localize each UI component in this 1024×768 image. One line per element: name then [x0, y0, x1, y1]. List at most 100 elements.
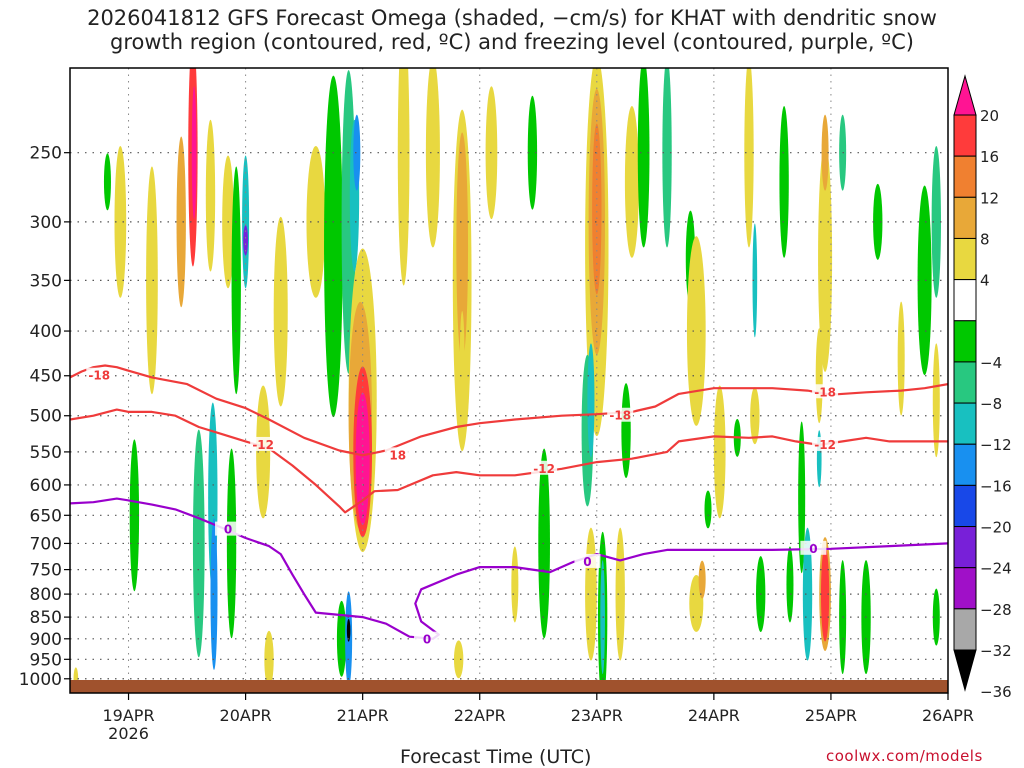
ground-band — [70, 680, 948, 693]
y-tick-label-750: 750 — [30, 561, 62, 581]
omega-shading — [73, 68, 941, 690]
omega-cell-62 — [744, 68, 754, 248]
colorbar-bin-3 — [953, 196, 977, 239]
omega-cell-39 — [511, 546, 519, 623]
y-tick-label-800: 800 — [30, 585, 62, 605]
omega-cell-3 — [129, 439, 140, 592]
omega-cell-75 — [821, 114, 829, 191]
omega-cell-44 — [592, 123, 602, 295]
colorbar-bin-5 — [953, 279, 977, 322]
colorbar-label-1: 16 — [980, 148, 999, 166]
x-tick-label-24APR: 24APR — [688, 706, 740, 725]
freezing-contour-label-0: 0 — [224, 523, 232, 537]
omega-cell-66 — [779, 105, 789, 258]
omega-cell-69 — [802, 527, 813, 661]
freezing-contour-label-1: 0 — [423, 633, 431, 647]
omega-cell-64 — [750, 387, 760, 445]
omega-cell-33 — [425, 68, 440, 248]
x-tick-label-25APR: 25APR — [805, 706, 857, 725]
y-tick-label-850: 850 — [30, 608, 62, 628]
dgz-label-bg-2 — [607, 407, 634, 422]
omega-cell-19 — [273, 216, 288, 407]
colorbar-label-6: −8 — [980, 395, 1002, 413]
omega-cell-68 — [798, 421, 806, 574]
colorbar-label-2: 12 — [980, 189, 999, 207]
colorbar-label-11: −28 — [980, 601, 1012, 619]
colorbar: 20 16 12 8 4 −4 −8 −12 −16 −20 −24 −28 −32 −36 — [953, 74, 1012, 701]
omega-cell-2 — [114, 145, 127, 298]
colorbar-label-10: −24 — [980, 560, 1012, 578]
omega-cell-51 — [615, 527, 625, 661]
colorbar-bin-10 — [953, 484, 977, 528]
y-tick-label-900: 900 — [30, 630, 62, 650]
colorbar-bin-12 — [953, 567, 977, 610]
omega-cell-40 — [527, 95, 538, 210]
omega-cell-41 — [538, 448, 550, 639]
title-line-1: 2026041812 GFS Forecast Omega (shaded, −… — [87, 6, 937, 30]
omega-cell-59 — [704, 490, 712, 529]
omega-cell-25 — [336, 600, 347, 677]
freezing-label-bg-2 — [574, 553, 601, 568]
colorbar-bin-13 — [953, 608, 977, 651]
y-tick-label-1000: 1000 — [19, 670, 62, 690]
omega-cell-79 — [873, 183, 883, 260]
omega-cell-35 — [456, 132, 469, 361]
dgz-label-bg-6 — [812, 436, 839, 451]
x-tick-label-26APR: 26APR — [922, 706, 974, 725]
y-tick-label-700: 700 — [30, 534, 62, 554]
colorbar-top-arrow — [953, 74, 977, 116]
omega-cell-21 — [324, 75, 343, 418]
colorbar-bin-2 — [953, 155, 977, 198]
omega-cell-53 — [637, 68, 650, 248]
colorbar-label-4: 4 — [980, 272, 990, 290]
dgz-contour-label-2: -18 — [609, 409, 631, 423]
x-tick-label-23APR: 23APR — [571, 706, 623, 725]
omega-cell-7 — [191, 86, 197, 220]
omega-cell-4 — [146, 166, 158, 395]
omega-cell-18 — [264, 630, 274, 688]
colorbar-label-7: −12 — [980, 436, 1012, 454]
y-tick-label-600: 600 — [30, 476, 62, 496]
colorbar-label-9: −20 — [980, 519, 1012, 537]
colorbar-bin-7 — [953, 361, 977, 404]
colorbar-bottom-arrow — [953, 649, 977, 692]
x-axis-label: Forecast Time (UTC) — [400, 746, 592, 768]
freezing-label-bg-3 — [800, 540, 827, 555]
colorbar-bin-1 — [953, 114, 977, 157]
colorbar-label-0: 20 — [980, 107, 999, 125]
dgz-contour-label-4: -12 — [252, 438, 274, 452]
x-tick-label-22APR: 22APR — [454, 706, 506, 725]
omega-cell-5 — [176, 136, 186, 308]
dgz-contour-label-1: 18 — [389, 448, 406, 462]
colorbar-bin-4 — [953, 237, 977, 281]
omega-cell-82 — [931, 145, 941, 298]
omega-cell-80 — [897, 301, 905, 416]
plot-frame — [69, 67, 949, 694]
title-line-2: growth region (contoured, red, ºC) and f… — [110, 30, 914, 54]
x-tick-label-19APR: 19APR — [102, 706, 154, 725]
omega-cell-15 — [242, 155, 250, 289]
credit-text: coolwx.com/models — [826, 747, 983, 765]
colorbar-bin-6 — [953, 320, 977, 363]
dgz-label-bg-0 — [86, 367, 113, 382]
omega-cell-27 — [346, 618, 351, 642]
y-tick-label-400: 400 — [30, 322, 62, 342]
y-tick-label-950: 950 — [30, 650, 62, 670]
dgz-label-bg-5 — [531, 460, 558, 475]
omega-cell-36 — [459, 311, 465, 406]
freezing-contour-label-3: 0 — [809, 542, 817, 556]
dgz-contour-4 — [70, 408, 948, 514]
colorbar-bin-11 — [953, 526, 977, 569]
colorbar-bin-9 — [953, 443, 977, 486]
colorbar-label-5: −4 — [980, 354, 1002, 372]
omega-cell-20 — [306, 145, 326, 298]
colorbar-bin-8 — [953, 402, 977, 445]
y-tick-label-500: 500 — [30, 407, 62, 427]
dgz-label-bg-1 — [384, 447, 411, 462]
freezing-contour-label-2: 0 — [583, 555, 591, 569]
freezing-label-bg-0 — [215, 521, 242, 536]
dgz-label-bg-3 — [812, 384, 839, 399]
omega-cell-81 — [917, 185, 932, 376]
y-tick-label-550: 550 — [30, 443, 62, 463]
